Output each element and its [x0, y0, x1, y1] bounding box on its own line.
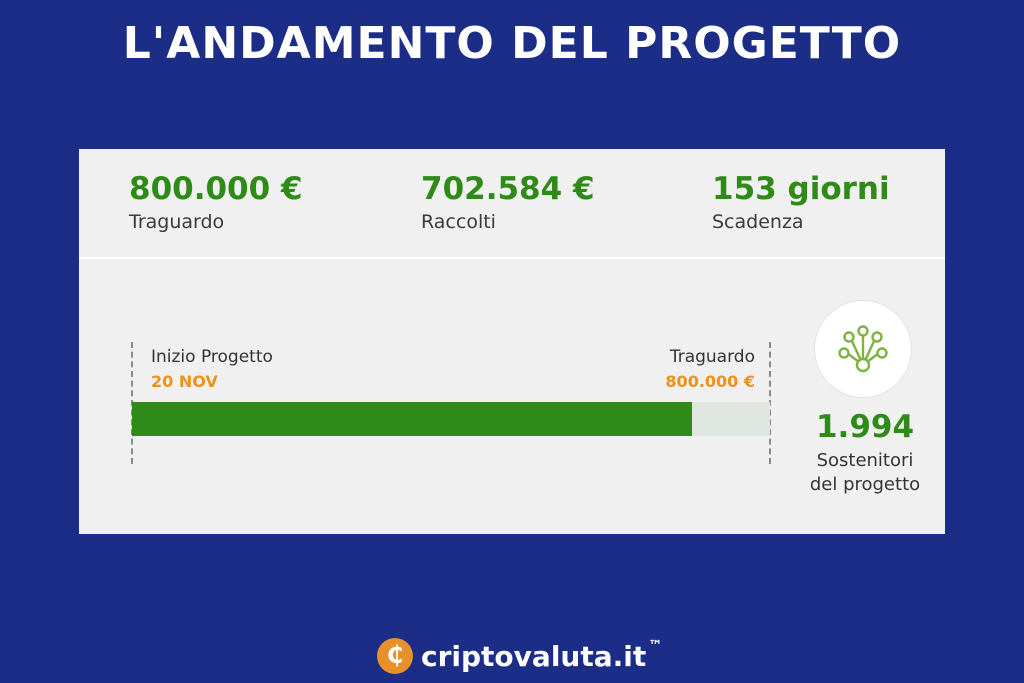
stat-goal-label: Traguardo: [129, 211, 225, 233]
stat-goal-value: 800.000 €: [129, 171, 303, 207]
project-card: 800.000 € Traguardo 702.584 € Raccolti 1…: [79, 149, 945, 534]
end-goal-value: 800.000 €: [665, 372, 755, 391]
stat-deadline: 153 giorni Scadenza: [712, 171, 890, 233]
progress-bar-track: [132, 402, 770, 436]
backers-label-line1: Sostenitori: [816, 450, 914, 471]
brand-name: criptovaluta.it: [421, 639, 647, 673]
stats-row: 800.000 € Traguardo 702.584 € Raccolti 1…: [79, 149, 945, 259]
brand-logo: ₵ criptovaluta.it ™: [377, 636, 662, 676]
stat-raised: 702.584 € Raccolti: [421, 171, 595, 233]
backers-icon-circle: [815, 301, 911, 397]
end-label: Traguardo: [669, 347, 755, 367]
stat-raised-label: Raccolti: [421, 211, 496, 233]
progress-bar-fill: [132, 402, 693, 436]
backers-label: Sostenitori del progetto: [785, 449, 945, 497]
bitcoin-coin-icon: ₵: [377, 638, 413, 674]
stat-deadline-value: 153 giorni: [712, 171, 890, 207]
coin-symbol: ₵: [386, 641, 404, 669]
backers-label-line2: del progetto: [809, 474, 921, 495]
start-label: Inizio Progetto: [151, 347, 273, 367]
trademark-symbol: ™: [648, 638, 663, 654]
backers-count: 1.994: [815, 409, 915, 445]
stat-deadline-label: Scadenza: [712, 211, 804, 233]
page-title: L'ANDAMENTO DEL PROGETTO: [122, 18, 902, 69]
start-date: 20 NOV: [151, 372, 218, 391]
network-nodes-icon: [838, 325, 888, 373]
stat-goal: 800.000 € Traguardo: [129, 171, 303, 233]
stat-raised-value: 702.584 €: [421, 171, 595, 207]
end-tick: [769, 342, 771, 464]
progress-area: Inizio Progetto 20 NOV Traguardo 800.000…: [79, 261, 945, 534]
